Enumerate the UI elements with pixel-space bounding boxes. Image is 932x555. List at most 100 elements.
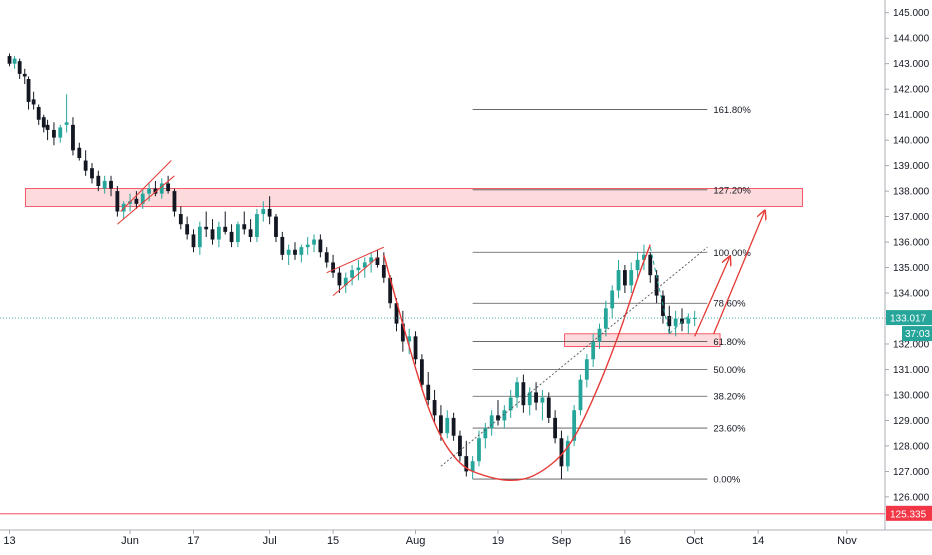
- candle-body: [64, 122, 69, 125]
- y-tick-label: 139.000: [893, 161, 930, 172]
- zones-layer: [24, 188, 803, 347]
- candle-body: [178, 214, 183, 225]
- candle-body: [71, 124, 75, 151]
- candle-body: [216, 226, 221, 240]
- candle-body: [45, 124, 50, 130]
- candle-body: [210, 229, 215, 240]
- candle-body: [41, 117, 46, 128]
- fib-level-label: 61.80%: [713, 337, 746, 348]
- candle-body: [26, 78, 31, 102]
- candle-body: [642, 254, 646, 260]
- candle-body: [343, 277, 348, 286]
- candle-body: [400, 323, 405, 342]
- candle-body: [52, 129, 56, 138]
- candle-body: [527, 392, 532, 406]
- candle-body: [521, 382, 526, 406]
- x-tick-label: 19: [492, 535, 504, 547]
- low-marker-label: 125.335: [890, 509, 927, 520]
- candle-body: [591, 341, 596, 360]
- candle-body: [362, 262, 367, 268]
- june-flag-line: [117, 175, 175, 225]
- candle-body: [439, 415, 443, 434]
- candle-body: [648, 254, 653, 276]
- y-tick-label: 130.000: [893, 390, 930, 401]
- candle-body: [261, 208, 266, 215]
- candle-body: [223, 226, 228, 232]
- candle-body: [673, 318, 678, 327]
- candle-body: [312, 239, 316, 245]
- x-tick-label: Oct: [686, 535, 703, 547]
- candle-body: [236, 224, 240, 243]
- candle-body: [324, 252, 329, 263]
- fibonacci-layer: 0.00% 23.60% 38.20% 50.00% 61.80% 78.60% 100.0…: [472, 105, 751, 486]
- candles-layer: [7, 53, 697, 480]
- candle-body: [534, 392, 538, 403]
- x-tick-label: 14: [752, 535, 764, 547]
- candle-body: [248, 229, 253, 237]
- candle-body: [502, 410, 507, 421]
- candle-body: [515, 382, 519, 398]
- candle-body: [229, 231, 234, 243]
- candle-body: [96, 175, 101, 187]
- y-tick-label: 138.000: [893, 187, 930, 198]
- countdown-label: 37:03: [905, 329, 930, 340]
- x-tick-label: 15: [327, 535, 339, 547]
- x-tick-label: 13: [3, 535, 15, 547]
- candle-body: [667, 315, 672, 327]
- y-tick-label: 135.000: [893, 263, 930, 274]
- candle-body: [102, 180, 107, 189]
- current-price-label: 133.017: [890, 314, 927, 325]
- candle-body: [77, 147, 82, 158]
- candle-body: [22, 73, 27, 77]
- candle-body: [381, 265, 386, 278]
- pattern-dash-line: [649, 247, 670, 334]
- candle-body: [36, 107, 41, 120]
- candle-body: [394, 303, 399, 324]
- y-tick-label: 127.000: [893, 467, 930, 478]
- projection-arrow: [713, 211, 765, 335]
- resistance-zone: [24, 188, 803, 207]
- fib-level-label: 38.20%: [713, 392, 746, 403]
- candle-body: [185, 224, 190, 235]
- y-tick-label: 144.000: [893, 34, 930, 45]
- y-tick-label: 141.000: [893, 110, 930, 121]
- y-tick-label: 137.000: [893, 212, 930, 223]
- candle-body: [584, 359, 589, 380]
- candle-body: [654, 275, 659, 296]
- cup-arc: [383, 244, 651, 482]
- candle-body: [318, 239, 323, 253]
- candle-body: [7, 56, 12, 64]
- candle-body: [299, 247, 304, 255]
- candle-body: [356, 267, 361, 271]
- candle-body: [508, 397, 513, 411]
- candle-body: [496, 415, 500, 421]
- candle-body: [686, 318, 691, 324]
- candle-body: [166, 183, 171, 192]
- candle-body: [115, 191, 120, 212]
- candle-body: [597, 328, 602, 342]
- candle-body: [426, 384, 431, 401]
- y-tick-label: 145.000: [893, 8, 930, 19]
- candle-body: [629, 270, 634, 286]
- candle-body: [293, 249, 297, 255]
- candle-body: [432, 400, 437, 416]
- july-flag-line: [332, 256, 378, 296]
- candle-body: [83, 160, 88, 171]
- y-tick-label: 131.000: [893, 365, 930, 376]
- candle-body: [350, 270, 354, 278]
- candle-body: [419, 359, 424, 385]
- candle-body: [489, 415, 494, 429]
- current-price-tag: [886, 310, 932, 326]
- candle-body: [12, 58, 17, 64]
- july-flag-line: [326, 246, 385, 274]
- candle-body: [337, 272, 342, 286]
- x-tick-label: Sep: [552, 535, 572, 547]
- candle-body: [565, 440, 570, 467]
- candle-body: [31, 99, 36, 105]
- price-axis-bg: [885, 0, 932, 550]
- candle-body: [458, 435, 462, 457]
- candle-body: [540, 397, 545, 403]
- candle-body: [147, 188, 151, 194]
